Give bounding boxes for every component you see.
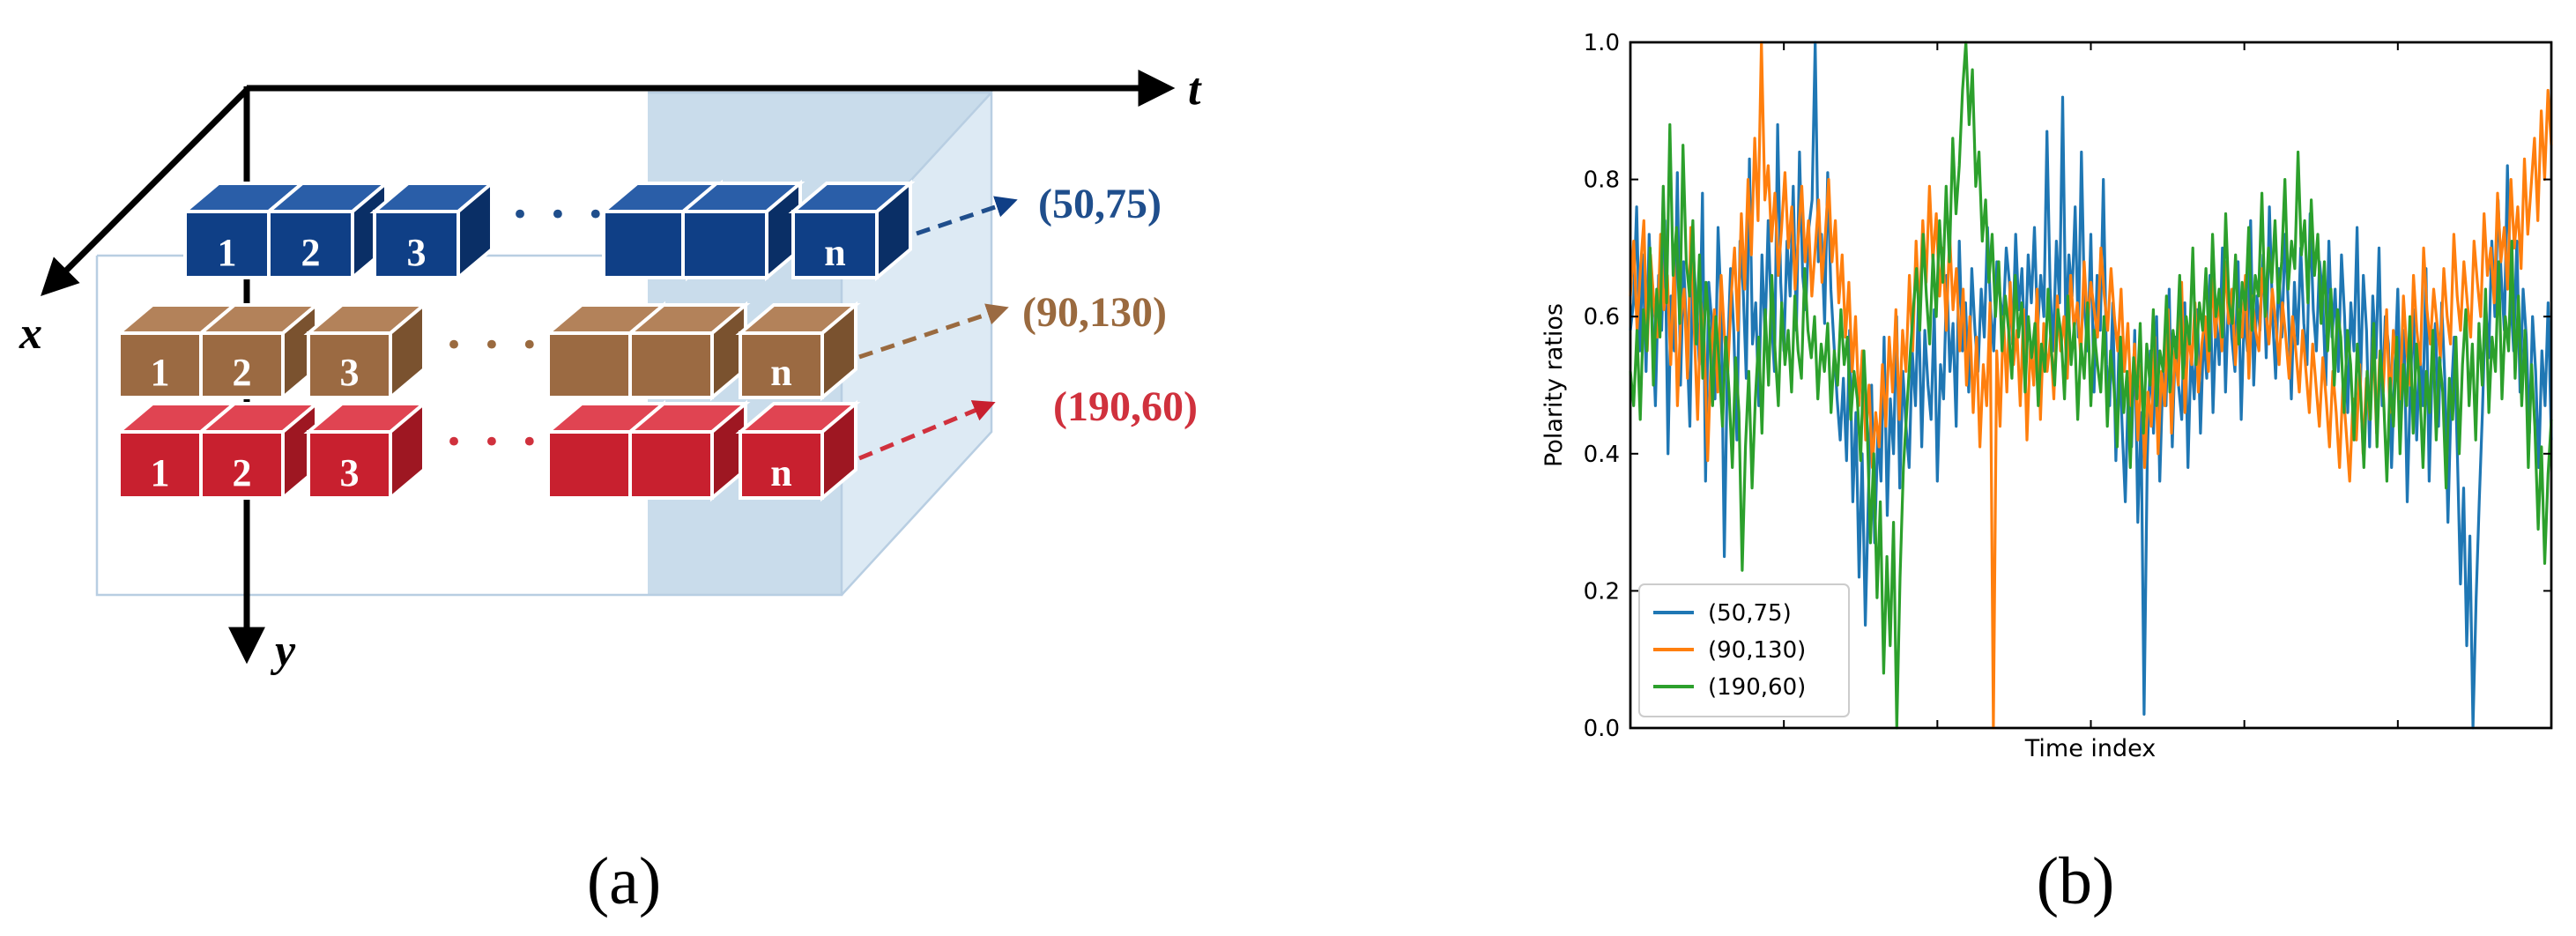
block-index-label: n [824, 231, 845, 274]
block-index-label: 1 [151, 351, 170, 394]
series-line-2 [1629, 41, 2553, 730]
ellipsis: • • • [445, 328, 544, 363]
pixel-rows: 1 2 3 n • • • (50,75) 1 2 3 n • • • (90,130) 1 2 3 n • •… [114, 179, 1198, 502]
block-index-label: 1 [151, 451, 170, 494]
pixel-arrow [916, 196, 1018, 236]
pixel-block [625, 301, 751, 402]
pixel-coordinate-label: (50,75) [1038, 181, 1162, 227]
panel-a-diagram: t x y 1 2 3 n• • • (50,75)1 2 3 n• • •(90,130)1… [19, 64, 1202, 918]
y-tick-label: 1.0 [1584, 30, 1620, 56]
block-index-label: 1 [218, 231, 237, 274]
pixel-block: 2 [196, 399, 322, 502]
pixel-coordinate-label: (190,60) [1053, 383, 1198, 430]
legend-box [1638, 583, 1850, 717]
pixel-block: 3 [369, 179, 497, 282]
pixel-block [625, 399, 751, 502]
pixel-block [678, 179, 805, 282]
axis-t-label: t [1188, 64, 1202, 115]
block-index-label: 2 [233, 451, 252, 494]
pixel-block: 3 [303, 301, 429, 402]
pixel-block: n [735, 399, 861, 502]
block-index-label: n [770, 351, 791, 394]
axis-y-label: y [270, 626, 296, 676]
pixel-block: n [735, 301, 861, 402]
block-index-label: 3 [340, 351, 360, 394]
chart-legend: (50,75) (90,130) (190,60) [1638, 583, 1850, 717]
legend-entry-label: (90,130) [1708, 637, 1806, 664]
block-index-label: n [770, 451, 791, 494]
block-index-label: 2 [301, 231, 321, 274]
pixel-block: n [788, 179, 916, 282]
plot-lines [1629, 41, 2553, 730]
x-axis-ticks [1629, 42, 2552, 728]
red-row: 1 2 3 n • • • (190,60) [114, 383, 1198, 502]
y-tick-label: 0.4 [1584, 442, 1620, 468]
legend-entry-label: (190,60) [1708, 674, 1806, 701]
blue-row: 1 2 3 n • • • (50,75) [180, 179, 1162, 282]
y-axis-label: Polarity ratios [1540, 303, 1568, 467]
pixel-block: 2 [196, 301, 322, 402]
y-tick-label: 0.0 [1584, 716, 1620, 742]
block-index-label: 2 [233, 351, 252, 394]
y-tick-label: 0.2 [1584, 578, 1620, 605]
panel-a-label: (a) [587, 844, 661, 918]
pixel-coordinate-label: (90,130) [1022, 289, 1167, 336]
pixel-block: 2 [264, 179, 391, 282]
panel-b-label: (b) [2037, 844, 2115, 918]
y-tick-label: 0.8 [1584, 167, 1620, 194]
pixel-block: 3 [303, 399, 429, 502]
pixel-arrow [858, 303, 1009, 360]
ellipsis: • • • [511, 197, 610, 233]
panel-b-chart: 0.0 0.2 0.4 0.6 0.8 1.0 Time index Polarity r… [1540, 30, 2553, 918]
axis-x-label: x [19, 308, 42, 359]
ellipsis: • • • [445, 425, 544, 460]
y-tick-label: 0.6 [1584, 304, 1620, 331]
block-index-label: 3 [340, 451, 360, 494]
brown-row: 1 2 3 n • • • (90,130) [114, 289, 1167, 402]
y-axis-ticks: 0.0 0.2 0.4 0.6 0.8 1.0 [1584, 30, 2551, 742]
legend-entry-label: (50,75) [1708, 600, 1792, 627]
block-index-label: 3 [407, 231, 427, 274]
frame-cube [95, 89, 993, 597]
axis-x [41, 85, 251, 296]
pixel-arrow [858, 400, 996, 461]
x-axis-label: Time index [2024, 735, 2157, 762]
